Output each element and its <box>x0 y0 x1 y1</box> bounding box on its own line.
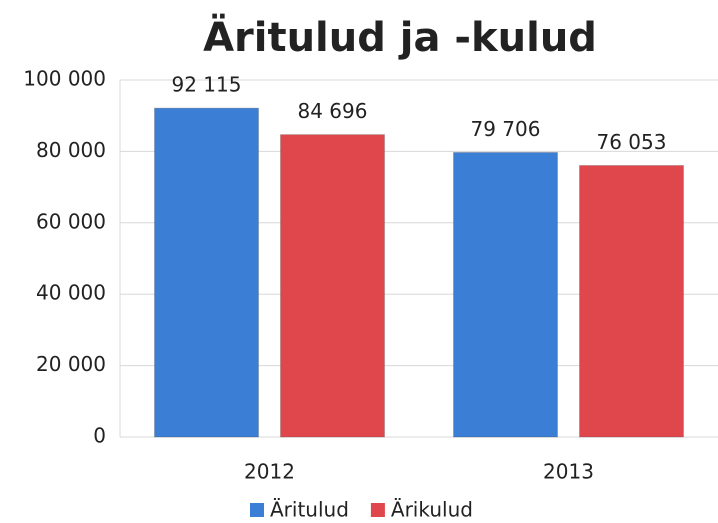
bar <box>453 151 558 438</box>
bar <box>154 107 259 438</box>
legend-label: Äritulud <box>270 498 349 522</box>
value-label: 76 053 <box>597 130 667 154</box>
bar <box>579 164 684 438</box>
y-tick-label: 20 000 <box>36 352 106 376</box>
y-tick-label: 100 000 <box>23 67 106 91</box>
x-tick-label: 2013 <box>543 460 594 484</box>
y-tick-label: 60 000 <box>36 209 106 233</box>
value-label: 79 706 <box>471 117 541 141</box>
x-tick-label: 2012 <box>244 460 295 484</box>
legend-swatch <box>370 503 385 517</box>
y-tick-label: 40 000 <box>36 281 106 305</box>
legend-swatch <box>250 503 264 517</box>
bar <box>280 134 385 438</box>
value-label: 84 696 <box>298 99 368 123</box>
chart-title: Äritulud ja -kulud <box>203 13 597 61</box>
y-tick-label: 80 000 <box>36 138 106 162</box>
value-label: 92 115 <box>172 73 242 97</box>
legend-label: Ärikulud <box>391 498 473 522</box>
y-tick-label: 0 <box>93 424 106 448</box>
